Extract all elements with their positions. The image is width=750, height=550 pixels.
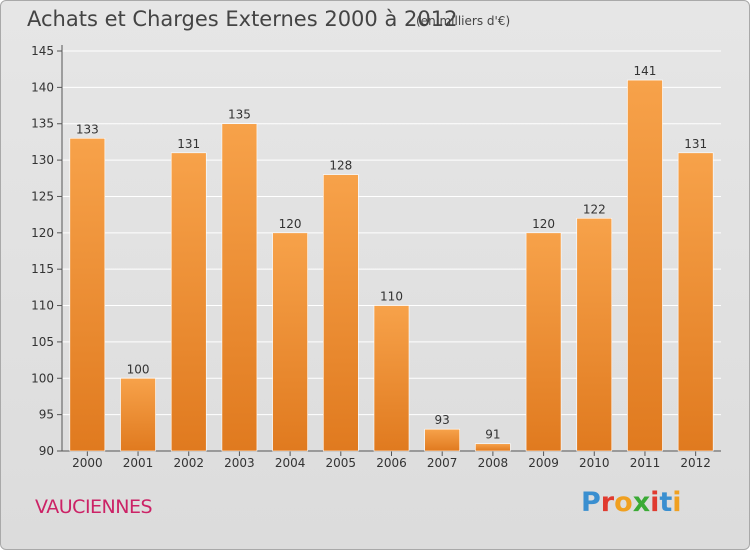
data-label: 93 [435, 413, 450, 427]
data-label: 91 [485, 428, 500, 442]
logo-letter: i [650, 487, 660, 518]
y-tick-label: 95 [39, 408, 54, 422]
x-tick-label: 2007 [427, 456, 458, 470]
y-tick-label: 125 [31, 189, 54, 203]
x-tick-label: 2010 [579, 456, 610, 470]
x-tick-label: 2000 [72, 456, 103, 470]
bar [576, 217, 613, 452]
y-tick-label: 120 [31, 226, 54, 240]
y-tick-label: 105 [31, 335, 54, 349]
data-label: 110 [380, 290, 403, 304]
x-tick-label: 2009 [528, 456, 559, 470]
logo-letter: i [672, 487, 682, 518]
y-tick-label: 130 [31, 153, 54, 167]
bar [120, 377, 156, 452]
logo-letter: P [581, 487, 601, 518]
commune-name: VAUCIENNES [35, 496, 153, 518]
bar [677, 152, 714, 452]
data-label: 122 [583, 202, 606, 216]
bar [525, 232, 562, 452]
x-tick-label: 2008 [478, 456, 509, 470]
chart-unit: (en milliers d'€) [416, 14, 511, 28]
data-label: 133 [76, 122, 99, 136]
x-tick-label: 2012 [680, 456, 711, 470]
logo-letter: o [614, 487, 633, 518]
bar [170, 152, 207, 452]
x-tick-label: 2002 [173, 456, 204, 470]
y-tick-label: 90 [39, 444, 54, 458]
y-tick-label: 110 [31, 299, 54, 313]
x-tick-label: 2011 [630, 456, 661, 470]
bar [627, 79, 663, 452]
y-tick-label: 135 [31, 117, 54, 131]
x-tick-label: 2003 [224, 456, 255, 470]
y-tick-label: 100 [31, 371, 54, 385]
data-label: 120 [532, 217, 555, 231]
y-tick-label: 115 [31, 262, 54, 276]
logo-letter: t [659, 487, 673, 518]
data-label: 100 [127, 362, 150, 376]
x-tick-label: 2005 [326, 456, 357, 470]
data-label: 141 [634, 64, 657, 78]
bar [424, 428, 460, 452]
data-label: 135 [228, 108, 251, 122]
proxiti-logo[interactable]: Proxiti [581, 487, 682, 518]
data-label: 120 [279, 217, 302, 231]
y-tick-label: 145 [31, 44, 54, 58]
bars [69, 79, 714, 452]
bar [475, 443, 511, 452]
data-label: 131 [177, 137, 200, 151]
bar [323, 174, 359, 452]
bar [373, 305, 410, 452]
bar [272, 232, 308, 452]
x-tick-label: 2004 [275, 456, 306, 470]
bar [69, 137, 106, 452]
chart-title: Achats et Charges Externes 2000 à 2012 [27, 7, 458, 31]
bar [221, 123, 258, 452]
data-label: 128 [329, 159, 352, 173]
y-tick-label: 140 [31, 80, 54, 94]
data-labels: 133 100 131 135 120 128 110 93 91 120 122 141 131 [76, 64, 707, 442]
data-label: 131 [684, 137, 707, 151]
x-tick-label: 2001 [123, 456, 154, 470]
logo-letter: x [632, 487, 651, 518]
x-tick-label: 2006 [376, 456, 407, 470]
logo-letter: r [600, 487, 615, 518]
